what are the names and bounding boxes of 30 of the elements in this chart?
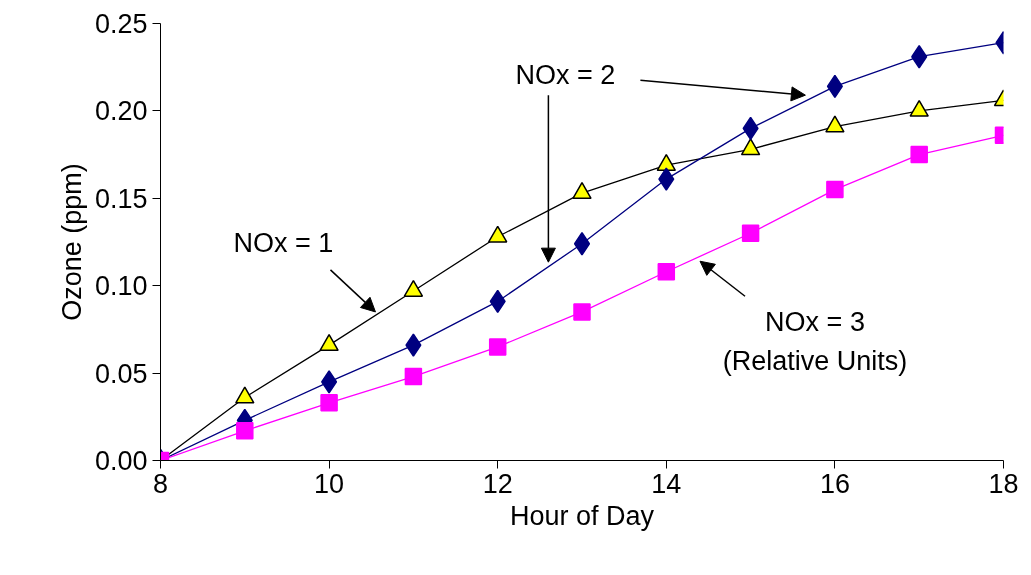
x-tick-label: 8 bbox=[152, 468, 169, 499]
point bbox=[320, 394, 338, 412]
point bbox=[573, 303, 591, 321]
y-axis-title: Ozone (ppm) bbox=[56, 163, 87, 321]
point bbox=[236, 422, 254, 440]
y-tick-label: 0.05 bbox=[94, 358, 148, 389]
point bbox=[741, 224, 760, 243]
x-tick-label: 12 bbox=[482, 468, 513, 499]
point bbox=[488, 338, 507, 356]
annotation: NOx = 3 (Relative Units) bbox=[722, 306, 908, 376]
point bbox=[321, 370, 338, 394]
point bbox=[573, 232, 591, 256]
annotation: NOx = 1 bbox=[233, 227, 334, 258]
point bbox=[910, 145, 928, 164]
y-tick-label: 0.25 bbox=[94, 9, 148, 39]
y-tick-label: 0.00 bbox=[94, 446, 148, 476]
x-tick-label: 10 bbox=[314, 468, 345, 499]
point bbox=[404, 367, 423, 386]
x-tick-label: 14 bbox=[651, 468, 682, 499]
y-tick-label: 0.20 bbox=[94, 96, 148, 127]
point bbox=[826, 180, 844, 199]
y-tick-label: 0.15 bbox=[94, 183, 148, 214]
point bbox=[405, 333, 422, 357]
annotation: NOx = 2 bbox=[515, 60, 616, 91]
point bbox=[658, 167, 675, 191]
point bbox=[657, 262, 676, 281]
x-axis-title: Hour of Day bbox=[509, 500, 655, 531]
y-tick-label: 0.10 bbox=[94, 271, 148, 302]
x-tick-label: 16 bbox=[819, 468, 850, 499]
x-tick-label: 18 bbox=[988, 468, 1019, 499]
